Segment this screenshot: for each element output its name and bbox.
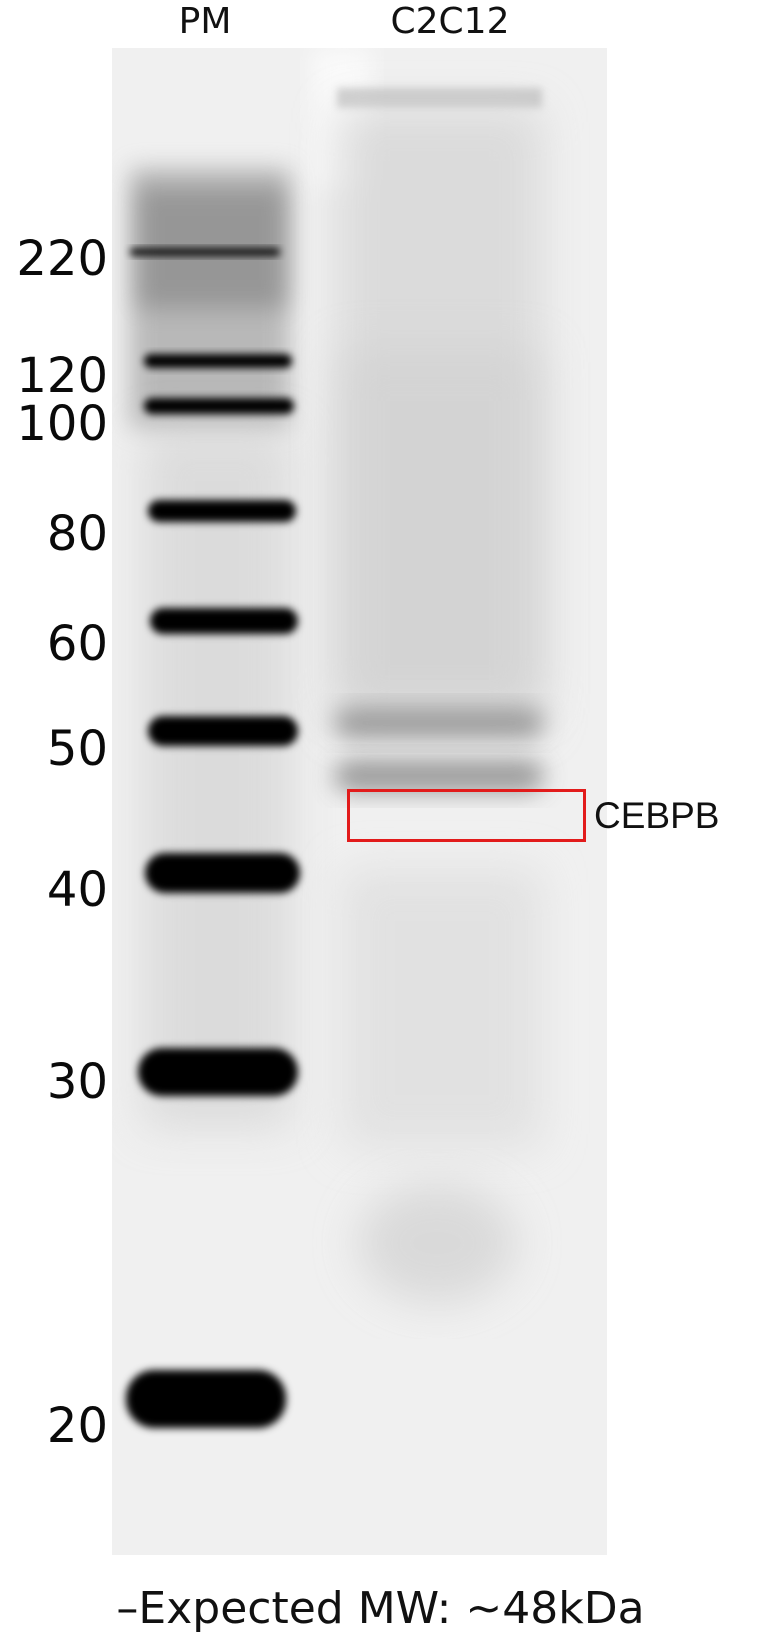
marker-band-60 (150, 608, 298, 634)
marker-band-20 (126, 1370, 286, 1428)
marker-label-100: 100 (16, 396, 108, 452)
expected-mw-note: –Expected MW: ~48kDa (116, 1583, 645, 1634)
sample-band-upper (334, 708, 544, 738)
sample-bands (334, 708, 544, 792)
marker-band-40 (145, 853, 300, 893)
marker-band-30 (138, 1048, 298, 1096)
target-label: CEBPB (594, 795, 720, 836)
lane-label-c2c12: C2C12 (390, 1, 510, 42)
marker-label-40: 40 (46, 862, 108, 918)
marker-band-120 (144, 354, 292, 368)
lane-label-pm: PM (178, 1, 232, 42)
marker-label-20: 20 (46, 1398, 108, 1454)
marker-label-80: 80 (46, 506, 108, 562)
marker-label-50: 50 (46, 721, 108, 777)
marker-bands (126, 248, 300, 1428)
marker-band-50 (148, 716, 298, 746)
marker-band-220 (130, 248, 280, 256)
sample-band-cebpb (334, 760, 544, 792)
sample-lane-smear (337, 88, 542, 1303)
marker-band-80 (148, 500, 296, 522)
western-blot-image (112, 48, 607, 1555)
cebpb-highlight-box (347, 789, 586, 842)
marker-label-30: 30 (46, 1054, 108, 1110)
marker-label-60: 60 (46, 616, 108, 672)
marker-label-120: 120 (16, 348, 108, 404)
marker-label-220: 220 (16, 231, 108, 287)
marker-band-100 (144, 398, 294, 414)
marker-lane-smear (130, 168, 292, 1128)
